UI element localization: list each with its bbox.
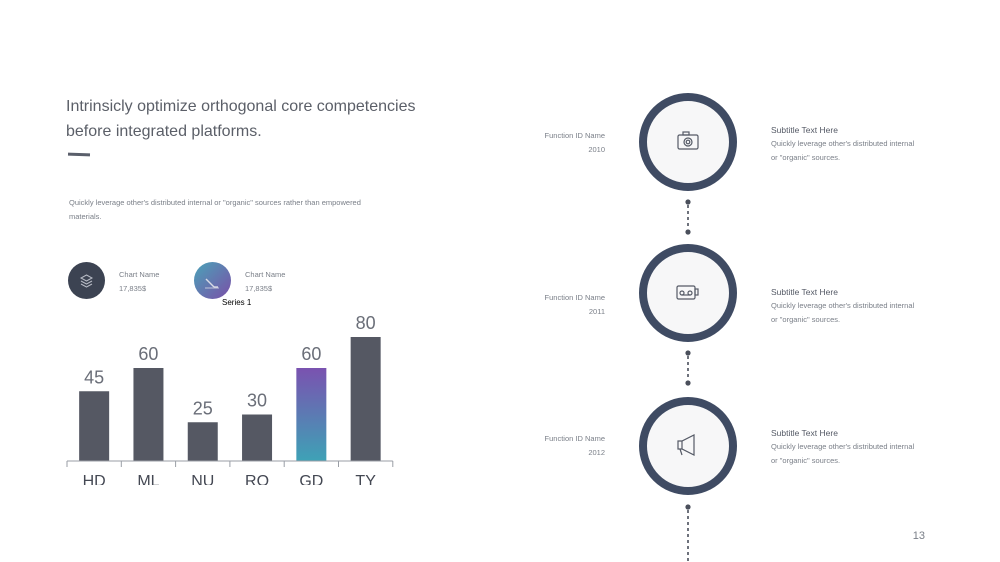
body-text: Quickly leverage other's distributed int… [69,198,361,221]
timeline-item-3-text: Subtitle Text Here Quickly leverage othe… [771,426,921,468]
stat-circle-2 [194,262,231,299]
stat-1-name: Chart Name [119,270,160,279]
timeline-item-3-id-label: Function ID Name [544,434,605,443]
bar-NU [187,422,218,461]
accent-bar [67,152,91,157]
data-label-NU: 25 [193,398,213,418]
headline: Intrinsicly optimize orthogonal core com… [66,98,416,140]
timeline-item-2-title: Subtitle Text Here [771,287,838,297]
stat-2-name: Chart Name [245,270,286,279]
bar-chart: 45 HD 60 ML 25 NU 30 RO 60 GD 80 TY [66,313,394,485]
timeline-ring-1 [639,93,737,191]
timeline-item-1-desc: Quickly leverage other's distributed int… [771,139,915,162]
data-label-ML: 60 [138,344,158,364]
data-label-TY: 80 [356,313,376,333]
stat-2-value: 17,835$ [245,284,273,293]
bar-GD [296,368,327,461]
data-label-RO: 30 [247,391,267,411]
chart-area: 45 HD 60 ML 25 NU 30 RO 60 GD 80 TY [60,305,405,485]
data-label-GD: 60 [301,344,321,364]
timeline-item-2-year: 2011 [588,307,605,316]
stat-2-text: Chart Name 17,835$ [245,268,285,296]
page-number: 13 [912,530,925,542]
category-label-TY: TY [355,473,376,485]
chart-legend-label: Series 1 [222,298,252,307]
timeline-item-1-title: Subtitle Text Here [771,125,838,135]
timeline-connectors [685,199,691,562]
timeline-item-1-id-label: Function ID Name [544,131,605,140]
bar-TY [350,337,381,461]
cassette-icon [676,285,699,300]
timeline-item-2-id-label: Function ID Name [544,293,605,302]
layers-icon [79,274,94,288]
bar-HD [79,391,110,461]
stat-1-value: 17,835$ [119,284,147,293]
category-label-HD: HD [83,473,106,485]
timeline-item-1-text: Subtitle Text Here Quickly leverage othe… [771,123,921,165]
pen-icon [205,278,219,289]
camera-icon [677,131,699,150]
megaphone-icon [677,434,695,456]
timeline-item-2-id: Function ID Name 2011 [495,291,605,319]
timeline-item-3-year: 2012 [588,448,605,457]
bar-RO [242,414,273,461]
timeline-item-3-id: Function ID Name 2012 [495,432,605,460]
connector-3 [685,504,691,562]
bar-ML [133,368,164,461]
timeline-item-2-text: Subtitle Text Here Quickly leverage othe… [771,285,921,327]
timeline-ring-2 [639,244,737,342]
data-label-HD: 45 [84,367,104,387]
connector-1 [685,199,691,235]
category-label-GD: GD [299,473,323,485]
timeline-item-2-desc: Quickly leverage other's distributed int… [771,301,915,324]
category-label-ML: ML [137,473,159,485]
stat-circle-1 [68,262,105,299]
stat-1-text: Chart Name 17,835$ [119,268,159,296]
connector-2 [685,350,691,386]
timeline-item-3-title: Subtitle Text Here [771,428,838,438]
timeline-ring-3 [639,397,737,495]
category-label-RO: RO [245,473,269,485]
timeline-item-1-id: Function ID Name 2010 [495,129,605,157]
category-label-NU: NU [191,473,214,485]
timeline-item-1-year: 2010 [588,145,605,154]
timeline-item-3-desc: Quickly leverage other's distributed int… [771,442,915,465]
